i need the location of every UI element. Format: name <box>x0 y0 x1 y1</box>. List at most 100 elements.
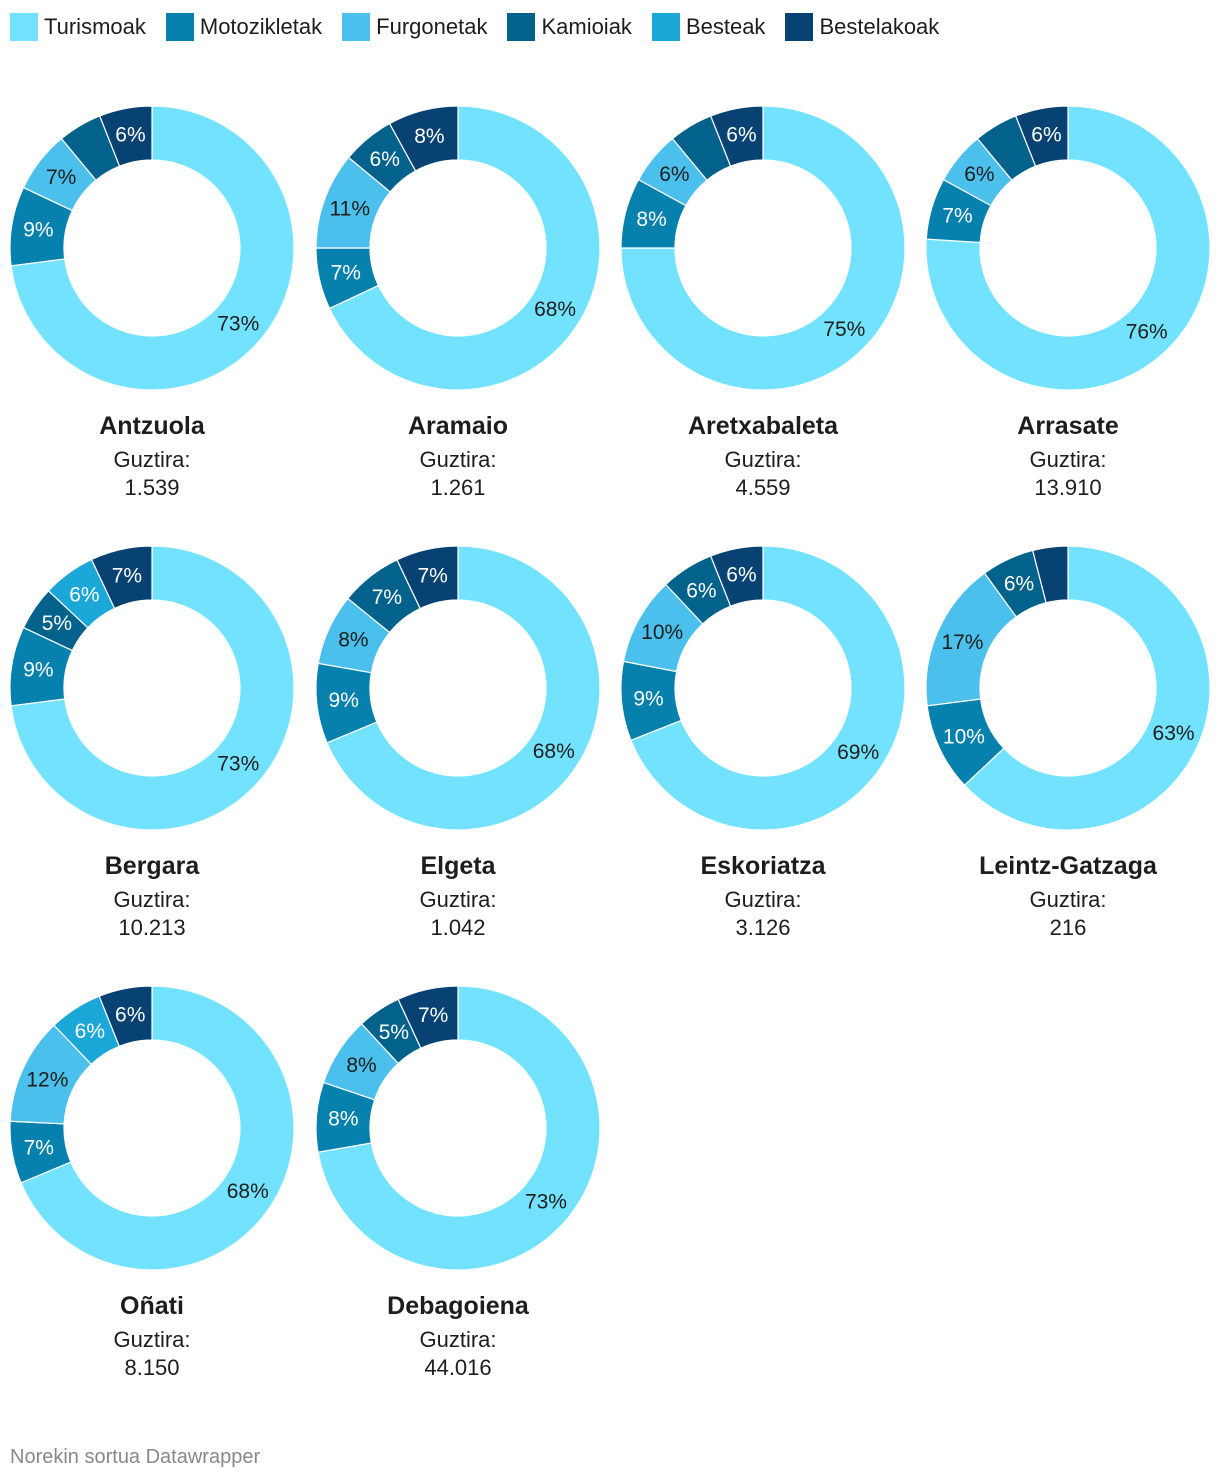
panel-caption: Elgeta Guztira: 1.042 <box>328 850 588 942</box>
donut-slice <box>326 545 601 831</box>
panel-caption: Leintz-Gatzaga Guztira: 216 <box>938 850 1198 942</box>
donut-chart: 76% 7% 6% 6% <box>925 105 1211 391</box>
legend-label: Motozikletak <box>199 14 323 39</box>
donut-chart: 69%9%10%6%6% <box>620 545 906 831</box>
slice-label: 17% <box>941 631 983 654</box>
total-label: Guztira: <box>113 447 191 472</box>
donut-chart: 68% 7% 11% 6% 8% <box>315 105 601 391</box>
donut-chart: 73% 9% 7% 6% <box>9 105 295 391</box>
legend-item: Turismoak <box>10 13 146 41</box>
slice-label: 6% <box>726 124 756 147</box>
donut-slice <box>709 105 764 167</box>
total-value: 44.016 <box>424 1355 492 1380</box>
slice-label: 8% <box>414 125 444 148</box>
slice-label: 6% <box>370 148 400 171</box>
slice-label: 63% <box>1153 722 1195 745</box>
slice-label: 12% <box>26 1069 68 1092</box>
total-label: Guztira: <box>724 447 802 472</box>
total-value: 4.559 <box>735 475 791 500</box>
legend-swatch <box>165 13 194 41</box>
legend-label: Kamioiak <box>541 14 632 39</box>
donut-slice <box>396 545 459 610</box>
donut-slice <box>10 545 295 831</box>
slice-label: 8% <box>636 208 666 231</box>
slice-label: 11% <box>330 198 370 221</box>
donut-slice <box>10 105 295 391</box>
donut-slice <box>98 105 153 167</box>
legend-swatch <box>342 13 371 41</box>
donut-chart: 73%8%8%5%7% <box>315 985 601 1271</box>
donut-slice <box>925 105 1211 391</box>
total-label: Guztira: <box>113 887 191 912</box>
donut-slice <box>620 105 906 391</box>
slice-label: 10% <box>943 725 985 748</box>
slice-label: 68% <box>534 298 576 321</box>
slice-label: 8% <box>346 1054 376 1077</box>
legend-swatch <box>10 13 38 41</box>
total-value: 8.150 <box>124 1355 180 1380</box>
panel-caption: Eskoriatza Guztira: 3.126 <box>633 850 893 942</box>
slice-label: 68% <box>533 740 575 763</box>
slice-label: 73% <box>217 753 259 776</box>
panel-caption: Aretxabaleta Guztira: 4.559 <box>633 410 893 502</box>
total-value: 10.213 <box>118 915 186 940</box>
slice-label: 7% <box>418 1004 448 1027</box>
donut-slice <box>388 105 459 172</box>
donut-slice <box>963 545 1211 831</box>
total-value: 1.261 <box>430 475 486 500</box>
donut-slice <box>1031 545 1069 604</box>
slice-label: 5% <box>42 612 72 635</box>
slice-label: 7% <box>331 262 361 285</box>
slice-label: 9% <box>633 687 663 710</box>
legend-item: Furgonetak <box>342 13 487 41</box>
slice-label: 73% <box>525 1191 567 1214</box>
total-label: Guztira: <box>113 1327 191 1352</box>
legend-item: Kamioiak <box>507 13 632 41</box>
donut-chart: 75% 8% 6% 6% <box>620 105 906 391</box>
total-value: 3.126 <box>735 915 791 940</box>
slice-label: 9% <box>23 219 53 242</box>
legend-label: Turismoak <box>44 14 146 39</box>
panel-title: Aramaio <box>407 412 509 440</box>
panel-title: Elgeta <box>420 852 496 880</box>
donut-slice <box>630 545 906 831</box>
slice-label: 6% <box>1004 572 1034 595</box>
slice-label: 76% <box>1126 320 1168 343</box>
total-label: Guztira: <box>419 447 497 472</box>
panel-caption: Bergara Guztira: 10.213 <box>22 850 282 942</box>
slice-label: 6% <box>1031 124 1061 147</box>
panel-title: Debagoiena <box>387 1292 529 1320</box>
panel-title: Aretxabaleta <box>687 412 839 440</box>
footer-credit: Norekin sortua Datawrapper <box>10 1446 261 1468</box>
total-label: Guztira: <box>1029 447 1107 472</box>
donut-slice <box>20 985 295 1271</box>
slice-label: 5% <box>379 1021 409 1044</box>
panel-caption: Oñati Guztira: 8.150 <box>22 1290 282 1382</box>
slice-label: 6% <box>726 564 756 587</box>
slice-label: 7% <box>46 166 76 189</box>
legend-label: Bestelakoak <box>819 14 940 39</box>
donut-slice <box>397 985 459 1050</box>
slice-label: 7% <box>942 204 972 227</box>
panel-caption: Debagoiena Guztira: 44.016 <box>328 1290 588 1382</box>
total-label: Guztira: <box>419 1327 497 1352</box>
panel-caption: Arrasate Guztira: 13.910 <box>938 410 1198 502</box>
slice-label: 9% <box>23 659 53 682</box>
legend-label: Besteak <box>685 14 766 39</box>
slice-label: 69% <box>837 741 879 764</box>
donut-slice <box>328 105 601 391</box>
donut-chart: 68% 7% 12% 6% 6% <box>9 985 295 1271</box>
total-label: Guztira: <box>724 887 802 912</box>
slice-label: 6% <box>75 1020 105 1043</box>
donut-slice <box>709 545 764 607</box>
panel-caption: Aramaio Guztira: 1.261 <box>328 410 588 502</box>
slice-label: 6% <box>659 163 689 186</box>
slice-label: 10% <box>641 621 683 644</box>
legend-swatch <box>651 13 680 41</box>
slice-label: 6% <box>686 579 716 602</box>
legend-label: Furgonetak <box>376 14 488 39</box>
slice-label: 6% <box>69 583 99 606</box>
legend-item: Bestelakoak <box>785 13 939 41</box>
legend-item: Motozikletak <box>165 13 323 41</box>
